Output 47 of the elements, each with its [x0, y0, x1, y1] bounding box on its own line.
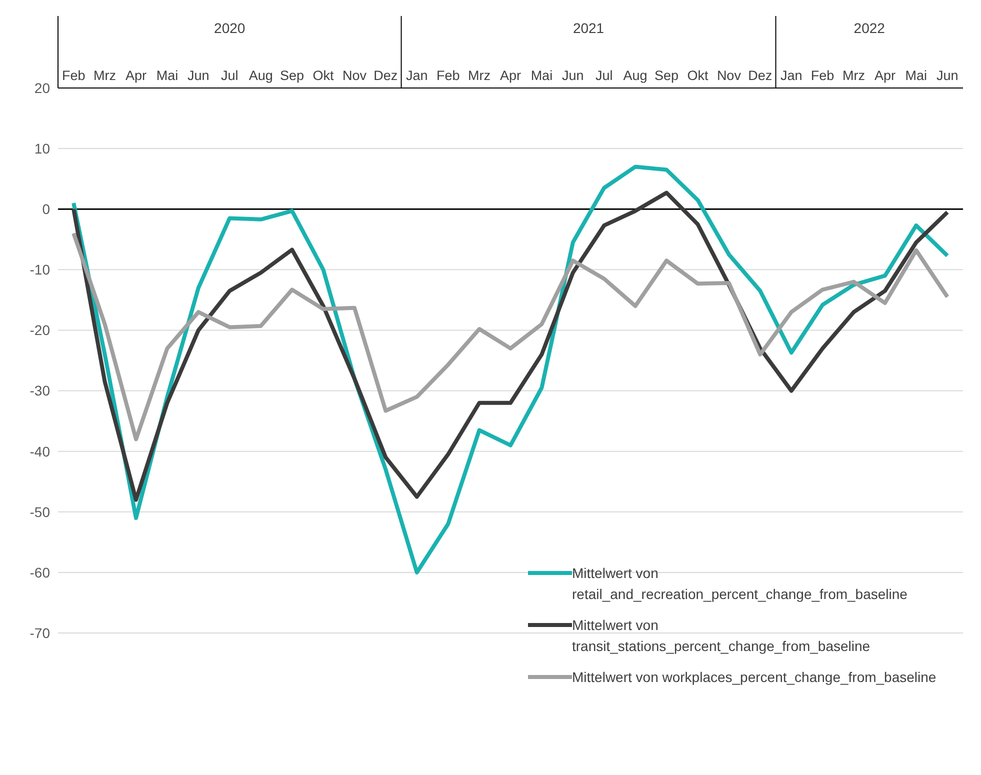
- y-tick-label: -40: [30, 443, 50, 460]
- x-tick-label: Mrz: [468, 68, 491, 83]
- x-tick-label: Apr: [874, 68, 896, 83]
- y-tick-label: -70: [30, 624, 50, 641]
- x-tick-label: Feb: [810, 68, 834, 83]
- x-tick-label: Jun: [188, 68, 210, 83]
- y-tick-label: 10: [34, 140, 50, 157]
- legend-label: Mittelwert von transit_stations_percent_change_from_baseline: [572, 616, 872, 656]
- y-tick-label: -50: [30, 504, 50, 520]
- x-tick-label: Jul: [221, 68, 238, 83]
- x-tick-label: Mrz: [94, 68, 116, 83]
- x-tick-label: Mrz: [842, 68, 866, 83]
- x-tick-label: Nov: [716, 68, 742, 83]
- x-tick-label: Aug: [248, 68, 273, 83]
- text: 2022: [852, 20, 886, 36]
- line-series: [72, 231, 950, 442]
- x-tick-label: Sep: [654, 68, 679, 83]
- x-tick-label: Jul: [595, 68, 613, 83]
- x-tick-label: Mai: [905, 68, 928, 83]
- x-tick-label: Jan: [406, 68, 428, 83]
- x-tick-label: Mai: [530, 68, 553, 83]
- legend-label: Mittelwert von workplaces_percent_change_from_baseline: [572, 668, 936, 687]
- x-tick-label: Apr: [126, 68, 148, 83]
- y-tick-label: -10: [30, 262, 50, 278]
- text: 2021: [572, 20, 606, 36]
- line-series: [72, 190, 950, 502]
- x-tick-label: Sep: [280, 68, 304, 83]
- x-tick-label: Dez: [748, 68, 772, 83]
- x-tick-label: Nov: [342, 68, 367, 83]
- y-tick-label: 0: [42, 201, 50, 218]
- y-tick-label: -30: [30, 382, 50, 399]
- x-tick-label: Okt: [687, 68, 708, 83]
- legend-label: Mittelwert von retail_and_recreation_percent_change_from_baseline: [572, 564, 908, 604]
- y-tick-label: 20: [34, 80, 50, 96]
- text: 2020: [213, 20, 246, 36]
- x-tick-label: Jun: [562, 68, 584, 83]
- y-tick-label: -20: [30, 322, 50, 338]
- x-tick-label: Feb: [62, 68, 86, 83]
- x-tick-label: Feb: [436, 68, 460, 83]
- x-tick-label: Jan: [780, 68, 802, 83]
- y-tick-label: -60: [30, 564, 50, 580]
- x-tick-label: Apr: [500, 68, 522, 83]
- x-tick-label: Mai: [156, 68, 178, 83]
- x-tick-label: Okt: [312, 68, 334, 83]
- x-tick-label: Dez: [374, 68, 398, 83]
- x-tick-label: Aug: [623, 68, 648, 83]
- x-tick-label: Jun: [936, 68, 958, 83]
